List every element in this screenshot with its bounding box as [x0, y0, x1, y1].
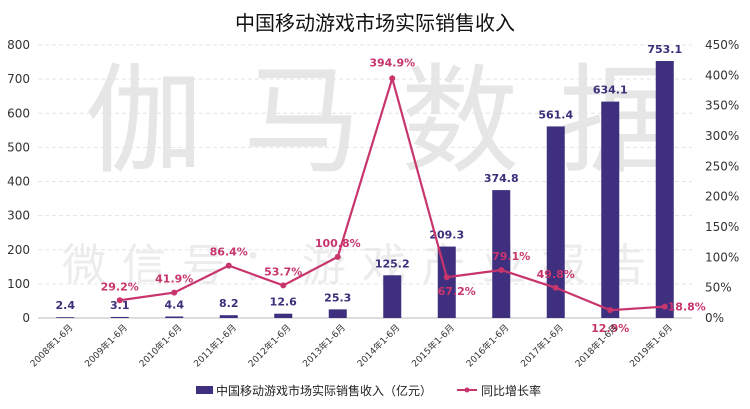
- legend-marker-line: [464, 387, 470, 393]
- line-point: [116, 297, 123, 304]
- bar: [110, 316, 129, 318]
- y-axis-left: 0 100 200 300 400 500 600 700 800: [7, 38, 30, 325]
- x-tick-label: 2016年1-6月: [464, 322, 512, 370]
- line-label: 49.8%: [537, 268, 575, 281]
- y-tick-label: 300: [7, 209, 30, 223]
- x-tick-label: 2014年1-6月: [355, 322, 403, 370]
- line-point: [661, 303, 668, 310]
- bar: [601, 101, 620, 318]
- bar: [165, 316, 184, 318]
- y2-tick-label: 350%: [705, 99, 739, 113]
- line-point: [552, 284, 559, 291]
- y2-tick-label: 300%: [705, 129, 739, 143]
- line-point: [443, 274, 450, 281]
- y2-tick-label: 400%: [705, 68, 739, 82]
- bar: [546, 126, 565, 319]
- line-label: 18.8%: [668, 301, 706, 314]
- x-tick-label: 2013年1-6月: [300, 322, 348, 370]
- line-label: 53.7%: [264, 265, 302, 278]
- legend-swatch-bar: [196, 386, 213, 394]
- bar-label: 8.2: [219, 297, 239, 310]
- x-tick-label: 2010年1-6月: [137, 322, 185, 370]
- line-point: [280, 282, 287, 289]
- bar-label: 753.1: [647, 43, 682, 56]
- bar: [328, 309, 347, 318]
- line-point: [607, 307, 614, 314]
- watermark-main: 伽马数据: [85, 52, 717, 190]
- watermark-sub: 微信号：游戏产业报告: [62, 240, 662, 291]
- y-tick-label: 100: [7, 277, 30, 291]
- legend-label-line: 同比增长率: [481, 383, 541, 398]
- y-tick-label: 0: [22, 311, 30, 325]
- bar-label: 3.1: [110, 299, 130, 312]
- y2-tick-label: 100%: [705, 250, 739, 264]
- line-label: 86.4%: [210, 246, 248, 259]
- line-series: 29.2% 41.9% 86.4% 53.7% 100.8% 394.9% 67.2% 79.…: [101, 56, 706, 335]
- y-tick-label: 500: [7, 140, 30, 154]
- x-tick-label: 2019年1-6月: [627, 322, 675, 370]
- bar-series: 2.4 3.1 4.4 8.2 12.6 25.3 125.2 209.3 374.8 561.4…: [56, 43, 682, 319]
- x-tick-label: 2012年1-6月: [246, 322, 294, 370]
- bar: [56, 317, 75, 318]
- line-label: 394.9%: [369, 56, 415, 69]
- x-tick-label: 2009年1-6月: [82, 322, 130, 370]
- bar: [655, 61, 674, 318]
- bar-label: 12.6: [270, 296, 297, 309]
- bar: [383, 275, 402, 318]
- y2-tick-label: 0%: [705, 311, 724, 325]
- bar: [274, 313, 293, 318]
- y2-tick-label: 200%: [705, 190, 739, 204]
- y-axis-right: 0% 50% 100% 150% 200% 250% 300% 350% 400% 450%: [705, 38, 739, 325]
- bar-label: 634.1: [593, 84, 628, 97]
- line-point: [498, 267, 505, 274]
- y-tick-label: 600: [7, 106, 30, 120]
- bar: [219, 315, 238, 318]
- x-tick-label: 2011年1-6月: [191, 322, 239, 370]
- y-tick-label: 200: [7, 243, 30, 257]
- line-label: 100.8%: [315, 237, 361, 250]
- line-label: 12.9%: [591, 322, 629, 335]
- line-label: 29.2%: [101, 280, 139, 293]
- line-label: 79.1%: [492, 250, 530, 263]
- bar-label: 374.8: [484, 172, 519, 185]
- bar-label: 2.4: [56, 299, 76, 312]
- bar-label: 4.4: [165, 298, 185, 311]
- x-axis: 2008年1-6月 2009年1-6月 2010年1-6月 2011年1-6月 2012…: [28, 322, 675, 370]
- line-point: [225, 262, 232, 269]
- bar-label: 561.4: [538, 108, 573, 121]
- line-point: [334, 253, 341, 260]
- y2-tick-label: 450%: [705, 38, 739, 52]
- y-tick-label: 700: [7, 72, 30, 86]
- line-label: 67.2%: [438, 285, 476, 298]
- x-tick-label: 2017年1-6月: [518, 322, 566, 370]
- legend-label-bar: 中国移动游戏市场实际销售收入（亿元）: [216, 383, 432, 398]
- bar-label: 25.3: [324, 291, 351, 304]
- line-point: [171, 289, 178, 296]
- x-tick-label: 2008年1-6月: [28, 322, 76, 370]
- y2-tick-label: 50%: [705, 281, 732, 295]
- y2-tick-label: 250%: [705, 159, 739, 173]
- bar-label: 209.3: [429, 229, 464, 242]
- bar-label: 125.2: [375, 257, 410, 270]
- legend: 中国移动游戏市场实际销售收入（亿元） 同比增长率: [196, 383, 541, 398]
- y-tick-label: 400: [7, 175, 30, 189]
- gridlines: [38, 44, 692, 319]
- chart-title: 中国移动游戏市场实际销售收入: [235, 11, 515, 35]
- x-tick-label: 2015年1-6月: [409, 322, 457, 370]
- y-tick-label: 800: [7, 38, 30, 52]
- bar: [492, 190, 511, 318]
- line-label: 41.9%: [155, 273, 193, 286]
- y2-tick-label: 150%: [705, 220, 739, 234]
- line-point: [389, 75, 396, 82]
